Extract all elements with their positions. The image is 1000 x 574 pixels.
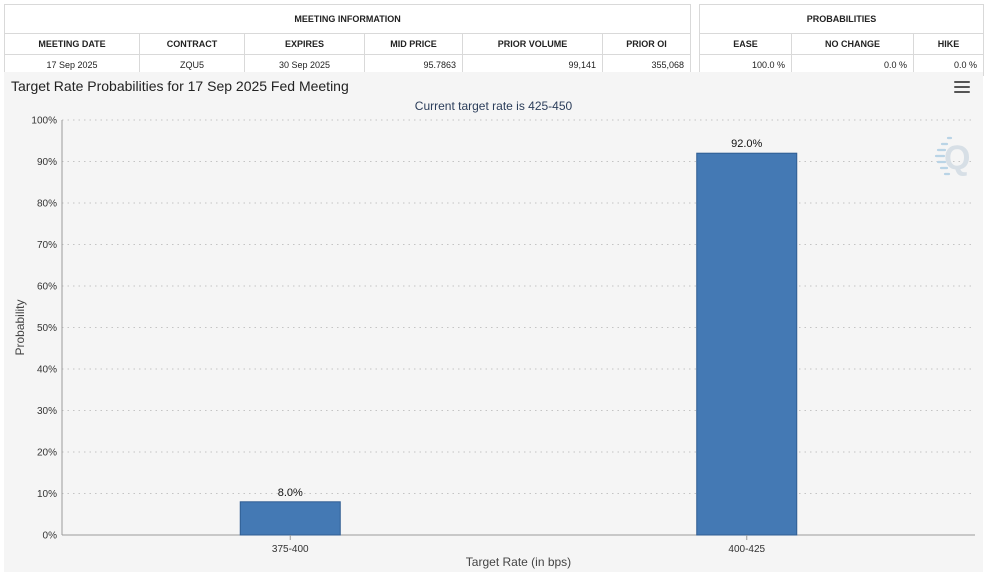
bar-data-label: 92.0% <box>731 138 762 150</box>
col-header-prior-volume: PRIOR VOLUME <box>462 33 603 55</box>
x-axis-title: Target Rate (in bps) <box>466 555 571 569</box>
y-tick-label: 80% <box>37 199 57 210</box>
y-tick-label: 20% <box>37 448 57 459</box>
probabilities-title: PROBABILITIES <box>698 4 985 34</box>
hamburger-menu-icon[interactable] <box>954 81 970 95</box>
bar <box>239 501 341 536</box>
x-tick-label: 400-425 <box>728 544 765 555</box>
meeting-information-table: MEETING INFORMATION MEETING DATE CONTRAC… <box>3 4 692 76</box>
probabilities-table: PROBABILITIES EASE NO CHANGE HIKE 100.0 … <box>698 4 985 76</box>
chart-subtitle: Current target rate is 425-450 <box>414 99 573 113</box>
col-header-hike: HIKE <box>912 33 985 55</box>
bar-data-label: 8.0% <box>278 487 303 499</box>
y-tick-label: 70% <box>37 240 57 251</box>
y-tick-label: 30% <box>37 406 57 417</box>
col-header-prior-oi: PRIOR OI <box>601 33 692 55</box>
col-header-mid-price: MID PRICE <box>364 33 463 55</box>
y-tick-label: 50% <box>37 323 57 334</box>
probability-bar-chart: 0% 10% 20% 30% 40% 50% 60% 70% 80% 90% 100% 8.0% 375… <box>13 116 975 569</box>
chart-title: Target Rate Probabilities for 17 Sep 202… <box>11 78 349 94</box>
quikstrike-q-logo-icon: Q <box>934 136 970 177</box>
svg-text:Q: Q <box>944 139 970 177</box>
y-tick-label: 100% <box>31 116 57 127</box>
y-tick-label: 90% <box>37 157 57 168</box>
col-header-ease: EASE <box>699 33 792 55</box>
y-tick-label: 10% <box>37 489 57 500</box>
y-tick-label: 40% <box>37 365 57 376</box>
bar <box>696 152 798 536</box>
y-axis-title: Probability <box>13 299 27 355</box>
x-tick-label: 375-400 <box>272 544 309 555</box>
col-header-no-change: NO CHANGE <box>791 33 914 55</box>
y-tick-label: 60% <box>37 282 57 293</box>
col-header-meeting-date: MEETING DATE <box>4 33 140 55</box>
meeting-information-title: MEETING INFORMATION <box>3 4 692 34</box>
y-tick-label: 0% <box>43 531 58 542</box>
chart-panel: 0% 10% 20% 30% 40% 50% 60% 70% 80% 90% 100% 8.0% 375… <box>4 72 983 572</box>
col-header-expires: EXPIRES <box>244 33 365 55</box>
col-header-contract: CONTRACT <box>139 33 245 55</box>
